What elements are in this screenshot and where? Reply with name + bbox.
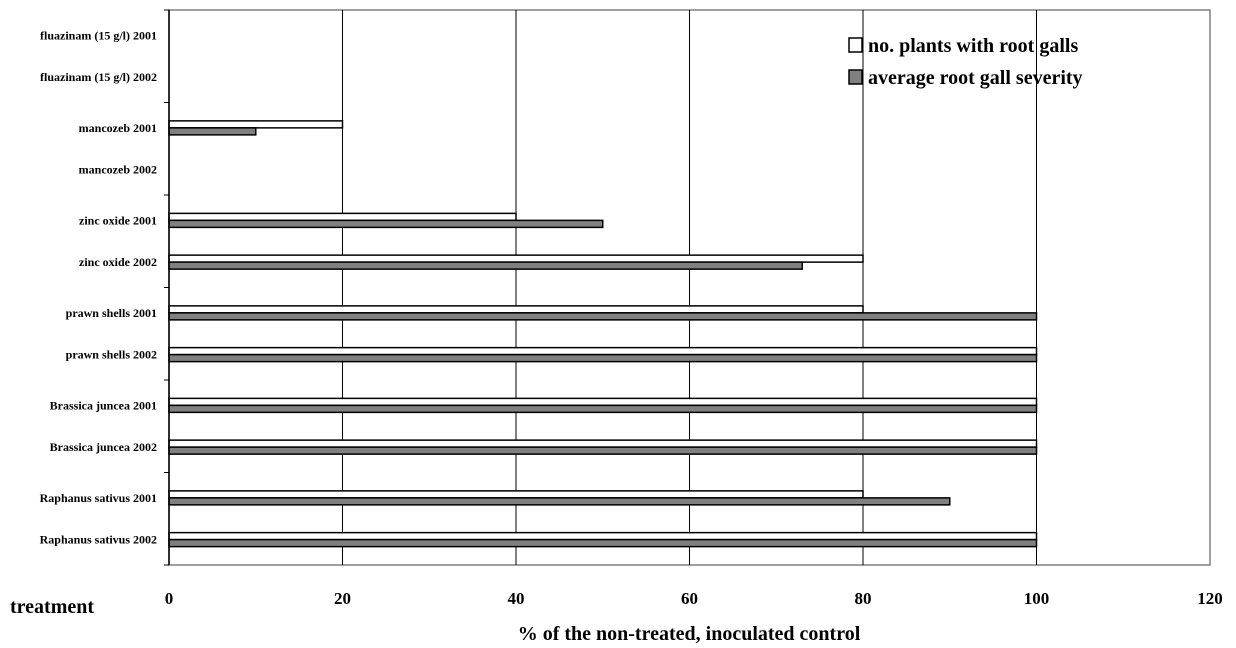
category-label: Brassica juncea 2001 bbox=[50, 398, 157, 412]
gridlines bbox=[342, 10, 1037, 565]
bar-gall-severity bbox=[168, 261, 804, 270]
legend: no. plants with root galls average root … bbox=[848, 35, 1083, 89]
x-tick-label: 100 bbox=[1024, 589, 1050, 608]
bar-gall-severity bbox=[168, 497, 951, 506]
x-tick-label: 40 bbox=[508, 589, 525, 608]
category-label: zinc oxide 2002 bbox=[79, 255, 157, 269]
category-label: Raphanus sativus 2002 bbox=[40, 533, 157, 547]
legend-label-severity: average root gall severity bbox=[868, 67, 1083, 89]
legend-label-plants: no. plants with root galls bbox=[868, 35, 1078, 57]
bar-gall-severity bbox=[168, 127, 257, 136]
legend-swatch-plants bbox=[848, 37, 863, 53]
category-label: fluazinam (15 g/l) 2001 bbox=[40, 28, 157, 42]
bar-plants-with-galls bbox=[168, 212, 517, 222]
bar-plants-with-galls bbox=[168, 346, 1038, 356]
bar-plants-with-galls bbox=[168, 305, 864, 314]
bar-plants-with-galls bbox=[168, 254, 864, 263]
bar-plants-with-galls bbox=[168, 531, 1038, 541]
bar-plants-with-galls bbox=[168, 490, 864, 499]
bar-gall-severity bbox=[168, 219, 604, 229]
bar-plants-with-galls bbox=[168, 120, 344, 129]
x-tick-labels: 0 20 40 60 80 100 120 bbox=[165, 589, 1223, 608]
category-label: fluazinam (15 g/l) 2002 bbox=[40, 70, 157, 84]
legend-swatch-severity bbox=[848, 69, 863, 85]
bar-plants-with-galls bbox=[168, 397, 1038, 407]
category-label: Brassica juncea 2002 bbox=[50, 440, 157, 454]
x-tick-label: 20 bbox=[334, 589, 351, 608]
category-ticks bbox=[164, 9, 169, 566]
category-label: prawn shells 2001 bbox=[66, 306, 157, 320]
bar-gall-severity bbox=[168, 538, 1038, 548]
bar-gall-severity bbox=[168, 312, 1038, 321]
category-label: mancozeb 2002 bbox=[79, 163, 157, 177]
x-tick-label: 120 bbox=[1197, 589, 1223, 608]
x-tick-label: 80 bbox=[855, 589, 872, 608]
category-label: zinc oxide 2001 bbox=[79, 213, 157, 227]
bar-gall-severity bbox=[168, 446, 1038, 455]
bar-plants-with-galls bbox=[168, 439, 1038, 448]
category-label: mancozeb 2001 bbox=[79, 121, 157, 135]
bar-gall-severity bbox=[168, 404, 1038, 414]
category-labels: fluazinam (15 g/l) 2001 fluazinam (15 g/l… bbox=[40, 28, 157, 546]
bar-gall-severity bbox=[168, 353, 1038, 363]
y-axis-title: treatment bbox=[10, 596, 94, 618]
bars bbox=[168, 120, 1038, 548]
category-label: Raphanus sativus 2001 bbox=[40, 491, 157, 505]
x-axis-title: % of the non-treated, inoculated control bbox=[518, 623, 861, 645]
category-label: prawn shells 2002 bbox=[66, 348, 157, 362]
x-tick-label: 0 bbox=[165, 589, 174, 608]
x-tick-label: 60 bbox=[681, 589, 698, 608]
